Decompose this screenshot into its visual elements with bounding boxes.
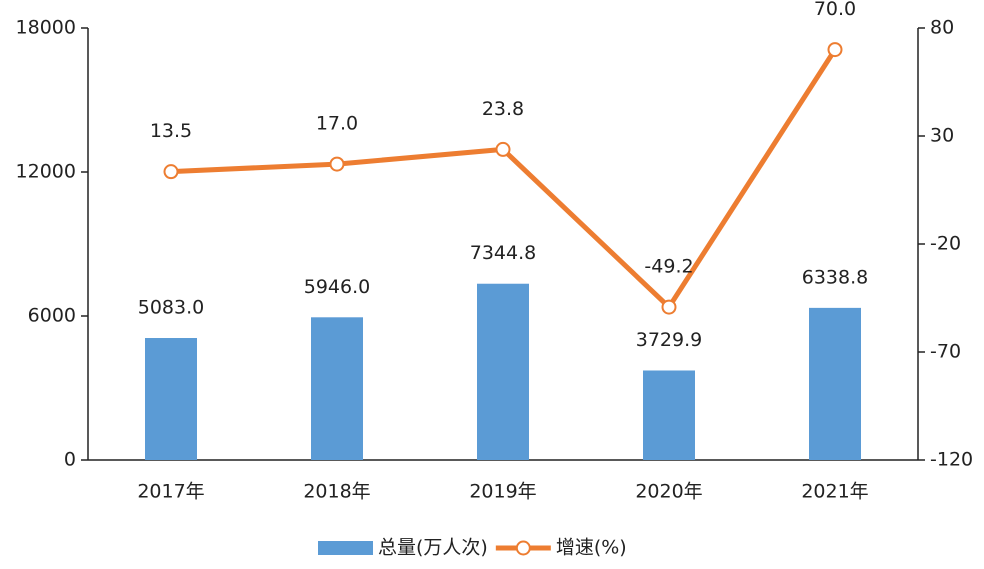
- bar-value-label: 5946.0: [304, 276, 370, 298]
- line-marker: [661, 299, 677, 315]
- x-tick-label: 2021年: [801, 481, 868, 503]
- line-marker: [329, 156, 345, 172]
- line: [170, 48, 838, 310]
- line-value-label: 13.5: [150, 120, 192, 142]
- legend-label: 总量(万人次): [378, 537, 488, 559]
- x-tick-label: 2018年: [303, 481, 370, 503]
- line-marker: [495, 141, 511, 157]
- bar-value-label: 7344.8: [470, 242, 536, 264]
- y2-tick-label: -120: [930, 449, 973, 471]
- bar-value-label: 3729.9: [636, 329, 702, 351]
- line-value-label: -49.2: [644, 256, 693, 278]
- y2-tick-label: -70: [930, 341, 961, 363]
- x-tick-label: 2020年: [635, 481, 702, 503]
- x-tick-label: 2019年: [469, 481, 536, 503]
- bar: [311, 317, 363, 460]
- bar-value-label: 6338.8: [802, 266, 868, 288]
- bar-value-label: 5083.0: [138, 297, 204, 319]
- y-tick-label: 18000: [16, 17, 76, 39]
- legend-swatch: [318, 541, 373, 555]
- y2-tick-label: 80: [930, 17, 954, 39]
- bar: [643, 370, 695, 460]
- line-marker: [827, 42, 843, 58]
- bar: [809, 307, 861, 460]
- line-value-label: 23.8: [482, 98, 524, 120]
- bar: [477, 283, 529, 460]
- y2-tick-label: -20: [930, 233, 961, 255]
- legend-marker: [515, 540, 531, 556]
- line-value-label: 17.0: [316, 113, 358, 135]
- y-tick-label: 0: [64, 449, 76, 471]
- line-value-label: 70.0: [814, 0, 856, 20]
- y-tick-label: 6000: [28, 305, 76, 327]
- legend-label: 增速(%): [556, 537, 627, 559]
- line-marker: [163, 164, 179, 180]
- x-tick-label: 2017年: [137, 481, 204, 503]
- bar: [145, 338, 197, 460]
- y2-tick-label: 30: [930, 125, 954, 147]
- y-tick-label: 12000: [16, 161, 76, 183]
